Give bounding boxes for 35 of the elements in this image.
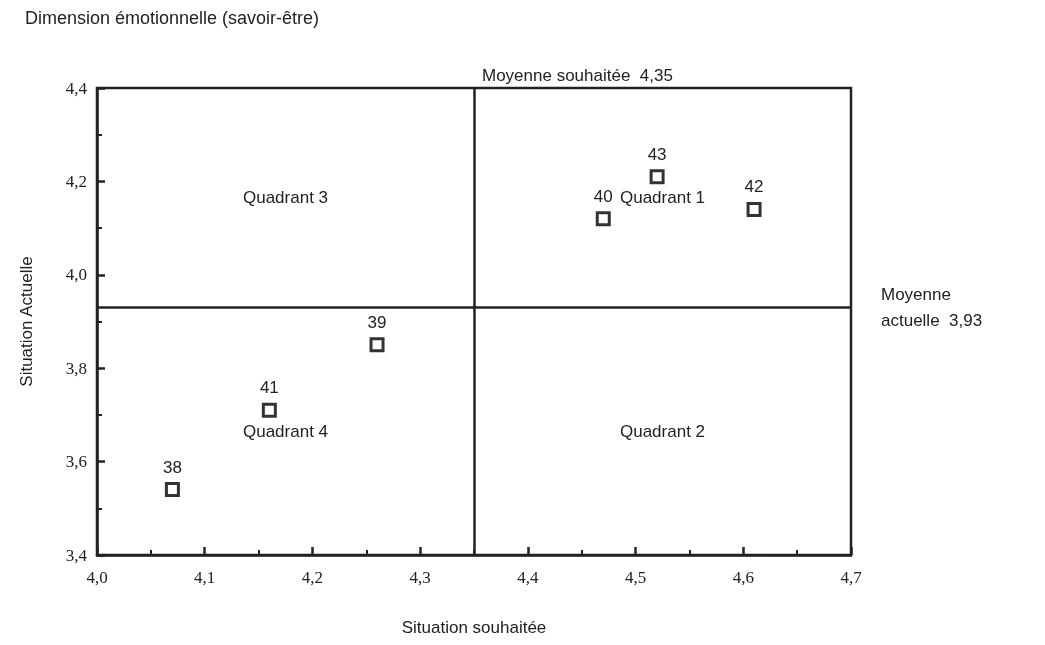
annotation: 43 [647, 144, 667, 164]
annotation: 41 [259, 378, 279, 398]
chart-title: Dimension émotionnelle (savoir-être) [25, 8, 320, 28]
point [164, 482, 180, 498]
annotation: Quadrant 2 [619, 421, 706, 441]
annotation: 40 [593, 186, 613, 206]
x-tick-label: 4,7 [840, 568, 863, 587]
x-tick-label: 4,3 [409, 568, 431, 587]
y-tick-label: 3,8 [65, 358, 87, 378]
annotation: 38 [162, 457, 182, 477]
point [746, 201, 762, 217]
x-tick-label: 4,1 [194, 568, 216, 587]
point [649, 169, 665, 185]
annotation: 42 [744, 177, 764, 197]
annotation: Quadrant 1 [619, 188, 706, 208]
point [595, 211, 611, 227]
annotation: Quadrant 4 [242, 421, 329, 441]
x-tick-label: 4,2 [301, 568, 324, 587]
ref-line-label: Moyenne actuelle 3,93 [881, 284, 983, 330]
point [261, 402, 277, 418]
y-tick-label: 3,4 [65, 545, 88, 565]
ref-line-label: Moyenne souhaitée 4,35 [482, 66, 673, 85]
x-tick-label: 4,0 [86, 568, 108, 587]
y-tick-label: 4,4 [65, 78, 88, 98]
x-tick-label: 4,6 [732, 568, 754, 587]
point [369, 337, 385, 353]
x-tick-label: 4,4 [517, 568, 539, 587]
y-tick-label: 4,0 [65, 265, 87, 285]
y-tick-label: 3,6 [65, 452, 87, 472]
annotation: 39 [367, 312, 387, 332]
y-axis-title: Situation Actuelle [17, 256, 36, 387]
x-tick-label: 4,5 [624, 568, 647, 587]
y-tick-label: 4,2 [65, 171, 87, 191]
x-axis-title: Situation souhaitée [401, 618, 547, 637]
annotation: Quadrant 3 [242, 188, 329, 208]
